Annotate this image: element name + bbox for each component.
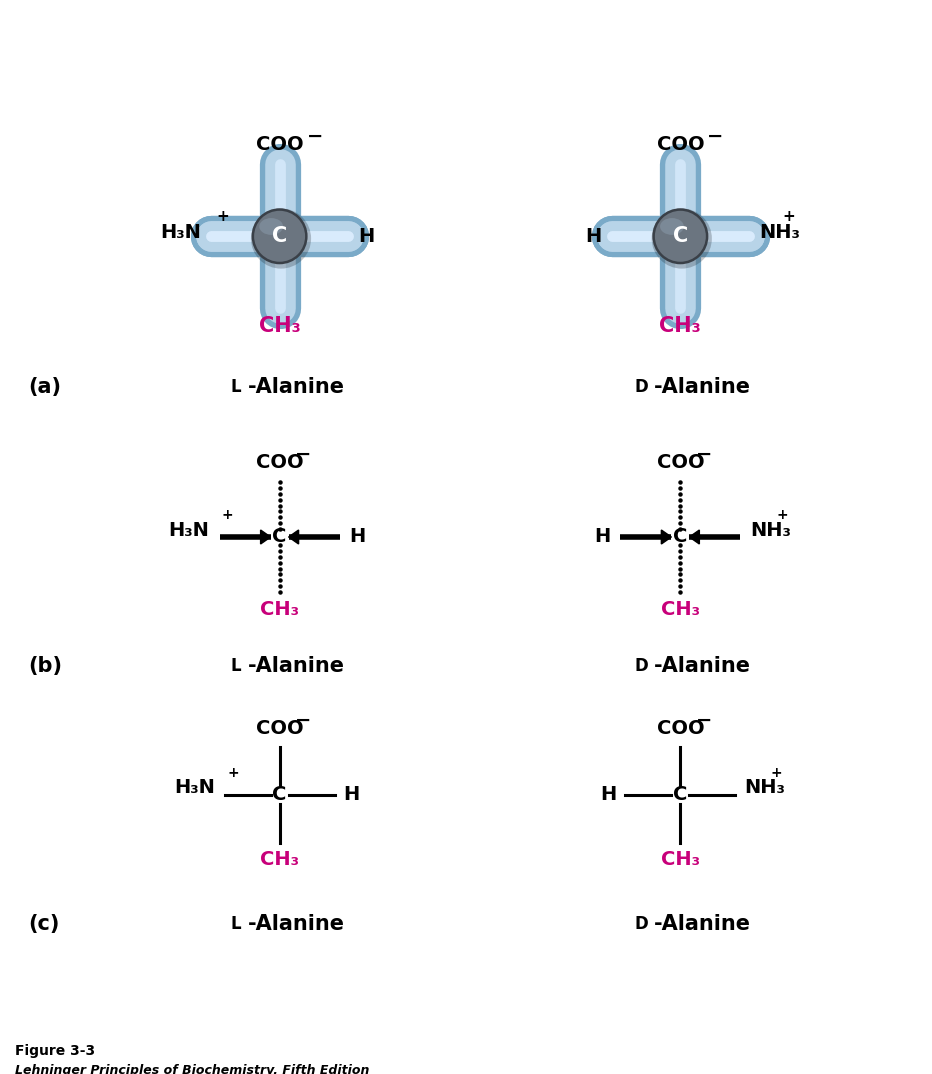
- Ellipse shape: [660, 218, 684, 235]
- Text: L: L: [231, 378, 241, 395]
- Text: +: +: [771, 766, 782, 780]
- Text: Figure 3-3: Figure 3-3: [15, 1044, 95, 1058]
- Text: −: −: [696, 445, 713, 464]
- Text: L: L: [231, 915, 241, 932]
- Polygon shape: [289, 529, 298, 545]
- Text: D: D: [635, 378, 649, 395]
- Text: C: C: [673, 527, 688, 547]
- Text: COO: COO: [656, 453, 705, 471]
- Text: COO: COO: [255, 453, 304, 471]
- Text: H: H: [350, 527, 366, 547]
- Ellipse shape: [655, 211, 706, 262]
- Text: +: +: [782, 208, 795, 223]
- Text: (a): (a): [28, 377, 61, 396]
- Ellipse shape: [652, 208, 708, 264]
- Text: -Alanine: -Alanine: [248, 656, 345, 676]
- Text: NH₃: NH₃: [745, 779, 786, 797]
- Polygon shape: [662, 529, 671, 545]
- Polygon shape: [261, 529, 270, 545]
- Text: CH₃: CH₃: [661, 600, 700, 619]
- Text: CH₃: CH₃: [259, 316, 300, 336]
- Text: COO: COO: [255, 719, 304, 738]
- Text: −: −: [295, 445, 312, 464]
- Text: H: H: [358, 227, 375, 246]
- Ellipse shape: [251, 208, 311, 268]
- Text: H: H: [585, 227, 602, 246]
- Text: D: D: [635, 915, 649, 932]
- Text: −: −: [295, 711, 312, 729]
- Polygon shape: [690, 529, 699, 545]
- Text: C: C: [673, 227, 688, 246]
- Text: CH₃: CH₃: [661, 850, 700, 869]
- Text: +: +: [227, 766, 240, 780]
- Ellipse shape: [254, 211, 305, 262]
- Text: H: H: [344, 785, 360, 804]
- Text: CH₃: CH₃: [260, 850, 299, 869]
- Text: C: C: [272, 227, 287, 246]
- Text: -Alanine: -Alanine: [248, 377, 345, 396]
- Text: NH₃: NH₃: [759, 222, 800, 242]
- Text: H₃N: H₃N: [160, 222, 201, 242]
- Text: D: D: [635, 657, 649, 674]
- Text: +: +: [222, 508, 233, 522]
- Text: H: H: [594, 527, 610, 547]
- Text: L: L: [231, 657, 241, 674]
- Text: -Alanine: -Alanine: [654, 914, 751, 933]
- Text: H: H: [600, 785, 616, 804]
- Text: COO: COO: [255, 135, 304, 155]
- Text: CH₃: CH₃: [660, 316, 701, 336]
- Text: CH₃: CH₃: [260, 600, 299, 619]
- Text: C: C: [272, 785, 287, 804]
- Text: C: C: [272, 527, 287, 547]
- Text: +: +: [217, 208, 229, 223]
- Text: -Alanine: -Alanine: [654, 377, 751, 396]
- Text: C: C: [673, 785, 688, 804]
- Text: −: −: [707, 128, 724, 146]
- Text: Lehninger Principles of Biochemistry, Fifth Edition: Lehninger Principles of Biochemistry, Fi…: [15, 1064, 369, 1074]
- Ellipse shape: [252, 208, 308, 264]
- Text: COO: COO: [656, 135, 705, 155]
- Text: -Alanine: -Alanine: [248, 914, 345, 933]
- Text: COO: COO: [656, 719, 705, 738]
- Text: (c): (c): [28, 914, 60, 933]
- Ellipse shape: [651, 208, 712, 268]
- Text: NH₃: NH₃: [750, 521, 791, 539]
- Text: H₃N: H₃N: [169, 521, 210, 539]
- Text: (b): (b): [28, 656, 62, 676]
- Text: −: −: [696, 711, 713, 729]
- Text: +: +: [776, 508, 788, 522]
- Text: -Alanine: -Alanine: [654, 656, 751, 676]
- Text: −: −: [307, 128, 323, 146]
- Text: H₃N: H₃N: [174, 779, 215, 797]
- Ellipse shape: [259, 218, 283, 235]
